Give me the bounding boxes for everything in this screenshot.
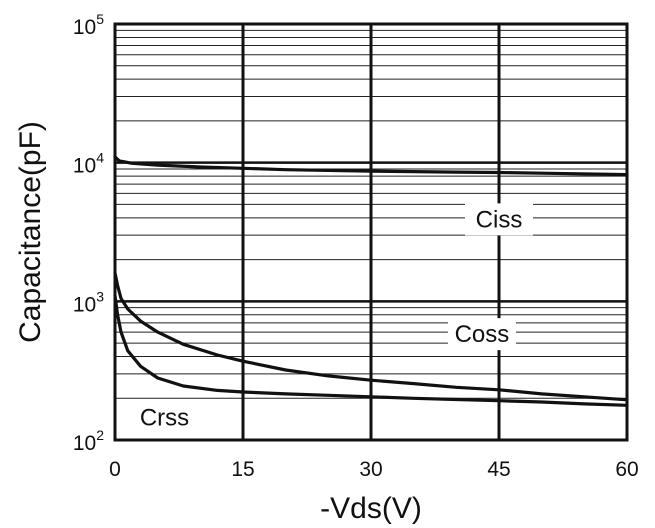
series-label-bg-crss — [130, 401, 199, 434]
x-tick-label: 30 — [359, 458, 382, 481]
plot-frame — [113, 22, 629, 442]
series-line-coss — [113, 271, 629, 402]
grid — [113, 22, 629, 442]
y-axis-title: Capacitance(pF) — [14, 121, 47, 343]
y-tick-label: 104 — [73, 150, 104, 178]
series-line-ciss — [113, 155, 629, 177]
x-tick-label: 15 — [231, 458, 254, 481]
y-tick-label: 103 — [73, 288, 104, 316]
x-tick-label: 45 — [487, 458, 510, 481]
series-line-crss — [113, 294, 629, 407]
y-tick-label: 105 — [73, 11, 104, 39]
series-label-ciss: Ciss — [476, 206, 523, 233]
x-axis-title: -Vds(V) — [320, 492, 422, 525]
series-label-bg-ciss — [465, 203, 533, 236]
series-label-crss: Crss — [140, 405, 189, 432]
series-label-coss: Coss — [455, 321, 510, 348]
y-tick-label: 102 — [73, 427, 104, 455]
x-tick-label: 60 — [615, 458, 638, 481]
series-labels: Ciss Coss Crss — [130, 203, 533, 434]
x-tick-label: 0 — [109, 458, 121, 481]
series-label-bg-coss — [447, 318, 516, 351]
series-group — [113, 155, 629, 407]
y-tick-labels: 102 103 104 105 — [73, 11, 104, 455]
x-tick-labels: 0 15 30 45 60 — [109, 458, 639, 481]
